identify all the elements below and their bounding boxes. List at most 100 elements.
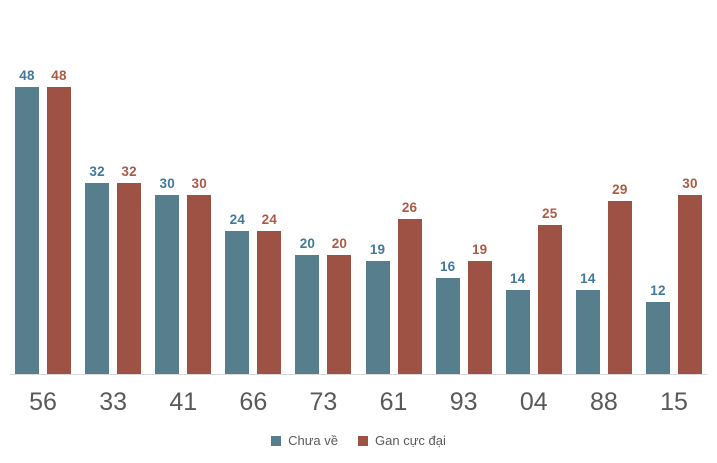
bar-gan-cuc-dai xyxy=(257,231,282,374)
bar-group-93: 16 19 93 xyxy=(435,0,492,416)
plot-area: 48 48 56 32 32 33 30 30 41 24 24 66 20 20 73 19 26 61 16 19… xyxy=(10,0,707,416)
bar-wrap-gan-cuc-dai: 26 xyxy=(397,200,422,374)
category-label: 33 xyxy=(99,388,128,416)
bar-value-label-gan-cuc-dai: 30 xyxy=(682,176,698,191)
bar-gan-cuc-dai xyxy=(397,219,422,374)
bars-row: 14 25 xyxy=(505,0,562,374)
bar-chua-ve xyxy=(295,255,320,374)
bar-value-label-gan-cuc-dai: 30 xyxy=(191,176,207,191)
bar-value-label-chua-ve: 48 xyxy=(19,68,35,83)
bar-chua-ve xyxy=(365,261,390,374)
category-label: 73 xyxy=(309,388,338,416)
bar-group-33: 32 32 33 xyxy=(85,0,142,416)
bar-gan-cuc-dai xyxy=(327,255,352,374)
legend-swatch-icon xyxy=(358,435,369,446)
category-label: 15 xyxy=(660,388,688,416)
bar-value-label-gan-cuc-dai: 24 xyxy=(261,212,278,227)
bar-value-label-chua-ve: 14 xyxy=(580,271,596,286)
bar-value-label-gan-cuc-dai: 48 xyxy=(51,68,67,83)
bar-wrap-chua-ve: 14 xyxy=(575,271,600,374)
bar-chua-ve xyxy=(155,195,180,374)
bar-wrap-chua-ve: 30 xyxy=(155,176,180,374)
bars-row: 19 26 xyxy=(365,0,422,374)
bar-gan-cuc-dai xyxy=(47,87,71,374)
bar-wrap-gan-cuc-dai: 20 xyxy=(327,236,352,374)
bar-value-label-chua-ve: 12 xyxy=(650,283,666,298)
bar-gan-cuc-dai xyxy=(187,195,212,374)
bar-wrap-chua-ve: 19 xyxy=(365,242,390,374)
bar-value-label-chua-ve: 24 xyxy=(229,212,246,227)
bar-value-label-chua-ve: 14 xyxy=(510,271,526,286)
bars-row: 32 32 xyxy=(85,0,142,374)
bar-value-label-chua-ve: 20 xyxy=(299,236,316,251)
bar-wrap-gan-cuc-dai: 29 xyxy=(607,182,632,374)
bar-wrap-chua-ve: 20 xyxy=(295,236,320,374)
bars-row: 30 30 xyxy=(155,0,212,374)
bars-row: 14 29 xyxy=(575,0,632,374)
bar-wrap-chua-ve: 24 xyxy=(225,212,250,374)
bar-value-label-gan-cuc-dai: 25 xyxy=(542,206,558,221)
category-label: 41 xyxy=(169,388,198,416)
bar-wrap-gan-cuc-dai: 19 xyxy=(467,242,492,374)
bar-group-88: 14 29 88 xyxy=(575,0,632,416)
category-label: 88 xyxy=(589,388,618,416)
bar-wrap-chua-ve: 16 xyxy=(435,259,460,374)
bars-row: 24 24 xyxy=(225,0,282,374)
category-label: 04 xyxy=(519,388,548,416)
bar-gan-cuc-dai xyxy=(117,183,142,374)
legend-label: Chưa về xyxy=(288,433,339,448)
bar-wrap-chua-ve: 32 xyxy=(85,164,110,374)
category-label: 56 xyxy=(29,388,57,416)
bars-row: 48 48 xyxy=(15,0,71,374)
bar-value-label-gan-cuc-dai: 20 xyxy=(331,236,348,251)
bar-chua-ve xyxy=(435,278,460,374)
bar-value-label-gan-cuc-dai: 32 xyxy=(121,164,137,179)
bar-group-41: 30 30 41 xyxy=(155,0,212,416)
legend: Chưa về Gan cực đại xyxy=(0,433,717,448)
bar-group-15: 12 30 15 xyxy=(645,0,702,416)
bar-wrap-chua-ve: 48 xyxy=(15,68,39,374)
bar-group-04: 14 25 04 xyxy=(505,0,562,416)
bar-value-label-gan-cuc-dai: 19 xyxy=(471,242,488,257)
bar-group-61: 19 26 61 xyxy=(365,0,422,416)
bar-wrap-gan-cuc-dai: 24 xyxy=(257,212,282,374)
bar-chua-ve xyxy=(575,290,600,374)
x-axis-line xyxy=(10,374,707,375)
bar-wrap-gan-cuc-dai: 30 xyxy=(187,176,212,374)
bar-value-label-gan-cuc-dai: 29 xyxy=(612,182,628,197)
bars-row: 16 19 xyxy=(435,0,492,374)
bar-gan-cuc-dai xyxy=(607,201,632,374)
bar-group-56: 48 48 56 xyxy=(15,0,71,416)
bar-wrap-chua-ve: 14 xyxy=(505,271,530,374)
bar-value-label-gan-cuc-dai: 26 xyxy=(401,200,418,215)
bar-value-label-chua-ve: 32 xyxy=(89,164,105,179)
bar-gan-cuc-dai xyxy=(537,225,562,374)
bar-groups: 48 48 56 32 32 33 30 30 41 24 24 66 20 20 73 19 26 61 16 19… xyxy=(10,0,707,416)
legend-item-gan-cuc-dai: Gan cực đại xyxy=(358,433,446,448)
bar-wrap-gan-cuc-dai: 48 xyxy=(47,68,71,374)
legend-item-chua-ve: Chưa về xyxy=(271,433,338,448)
bar-chua-ve xyxy=(645,302,670,374)
category-label: 93 xyxy=(449,388,478,416)
category-label: 61 xyxy=(379,388,408,416)
bar-group-66: 24 24 66 xyxy=(225,0,282,416)
bar-wrap-chua-ve: 12 xyxy=(645,283,670,374)
bar-chua-ve xyxy=(85,183,110,374)
legend-label: Gan cực đại xyxy=(375,433,446,448)
bar-wrap-gan-cuc-dai: 30 xyxy=(677,176,702,374)
bar-group-73: 20 20 73 xyxy=(295,0,352,416)
bar-chua-ve xyxy=(225,231,250,374)
bar-wrap-gan-cuc-dai: 32 xyxy=(117,164,142,374)
bars-row: 20 20 xyxy=(295,0,352,374)
category-label: 66 xyxy=(239,388,268,416)
legend-swatch-icon xyxy=(271,435,282,446)
bar-gan-cuc-dai xyxy=(467,261,492,374)
bar-value-label-chua-ve: 19 xyxy=(369,242,386,257)
bar-chua-ve xyxy=(505,290,530,374)
bar-value-label-chua-ve: 30 xyxy=(159,176,175,191)
bar-chua-ve xyxy=(15,87,39,374)
bar-gan-cuc-dai xyxy=(677,195,702,374)
bar-value-label-chua-ve: 16 xyxy=(439,259,456,274)
bar-wrap-gan-cuc-dai: 25 xyxy=(537,206,562,374)
